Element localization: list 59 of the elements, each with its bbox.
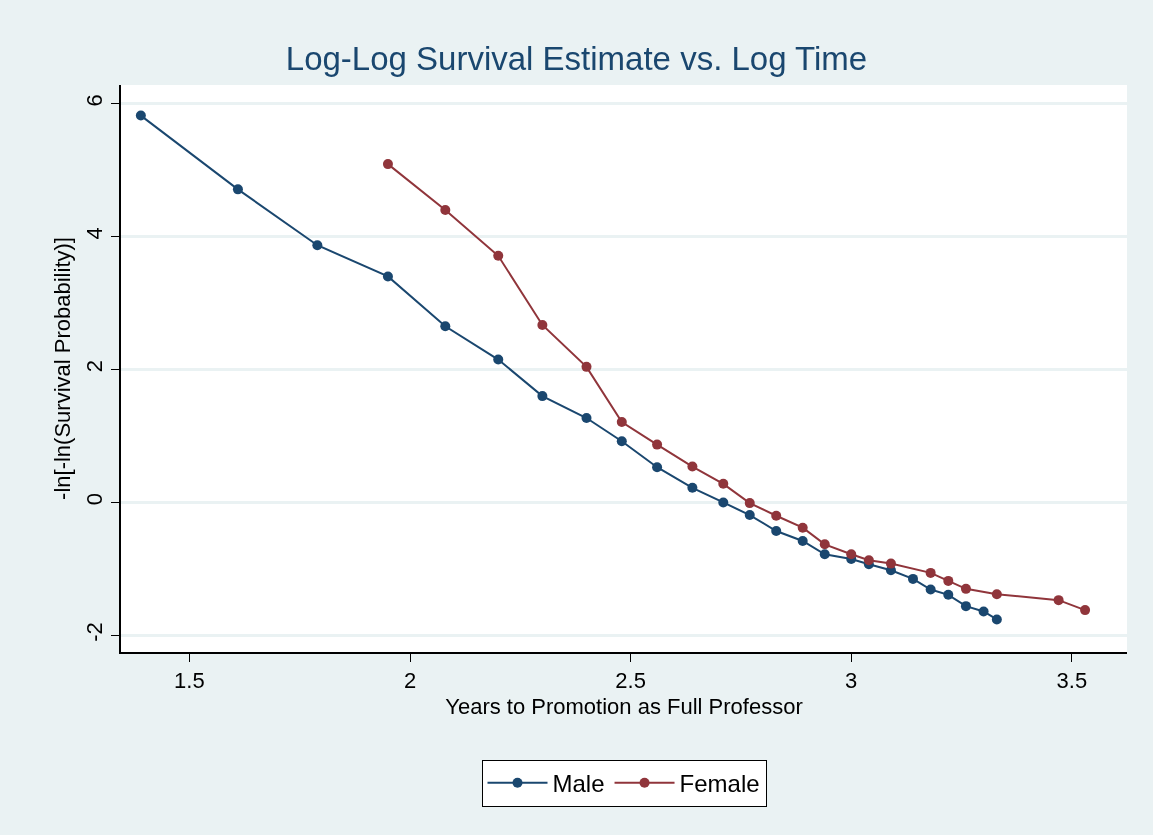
- x-tick-label: 2: [403, 668, 417, 694]
- legend-label: Female: [679, 770, 760, 798]
- x-tick-label: 3: [845, 668, 858, 694]
- point: [652, 439, 663, 450]
- point: [943, 575, 954, 586]
- point: [943, 589, 954, 600]
- point: [846, 549, 857, 560]
- point: [960, 601, 971, 612]
- point: [382, 271, 393, 282]
- legend-label: Male: [552, 770, 605, 798]
- point: [1080, 605, 1091, 616]
- x-tick-label: 1.5: [174, 668, 205, 694]
- point: [960, 583, 971, 594]
- point: [908, 573, 918, 584]
- point: [1053, 595, 1064, 606]
- point: [581, 361, 592, 372]
- point: [744, 498, 755, 509]
- y-tick-label: 6: [82, 94, 108, 107]
- x-tick-label: 2.5: [615, 668, 646, 694]
- point: [440, 204, 451, 215]
- point: [312, 240, 323, 251]
- point: [382, 159, 393, 170]
- y-tick-label: 4: [82, 227, 108, 240]
- point: [925, 584, 936, 595]
- point: [440, 321, 451, 332]
- point: [978, 606, 989, 617]
- y-tick-label: -2: [82, 622, 108, 642]
- point: [135, 110, 146, 121]
- x-tick-label: 3.5: [1056, 668, 1088, 694]
- y-tick-label: 0: [82, 493, 108, 506]
- point: [771, 526, 782, 537]
- point: [616, 436, 627, 447]
- point: [819, 539, 830, 550]
- point: [863, 555, 874, 566]
- point: [991, 589, 1002, 600]
- point: [493, 250, 504, 261]
- point: [744, 510, 755, 521]
- point: [687, 482, 698, 493]
- point: [616, 417, 627, 428]
- point: [493, 354, 504, 365]
- y-axis-title: -ln[-ln(Survival Probability)]: [49, 237, 75, 500]
- point: [819, 549, 830, 560]
- point: [797, 535, 808, 546]
- point: [718, 497, 729, 508]
- x-axis-title: Years to Promotion as Full Professor: [445, 693, 803, 719]
- point: [885, 558, 896, 569]
- point: [718, 478, 729, 489]
- point: [771, 510, 782, 521]
- point: [687, 461, 698, 472]
- y-tick-label: 2: [82, 360, 108, 373]
- point: [652, 462, 663, 473]
- point: [991, 614, 1002, 625]
- point: [232, 184, 243, 195]
- point: [581, 413, 592, 424]
- point: [797, 522, 808, 533]
- point: [925, 567, 936, 578]
- chart-title: Log-Log Survival Estimate vs. Log Time: [285, 40, 868, 77]
- point: [537, 319, 548, 330]
- point: [537, 391, 548, 402]
